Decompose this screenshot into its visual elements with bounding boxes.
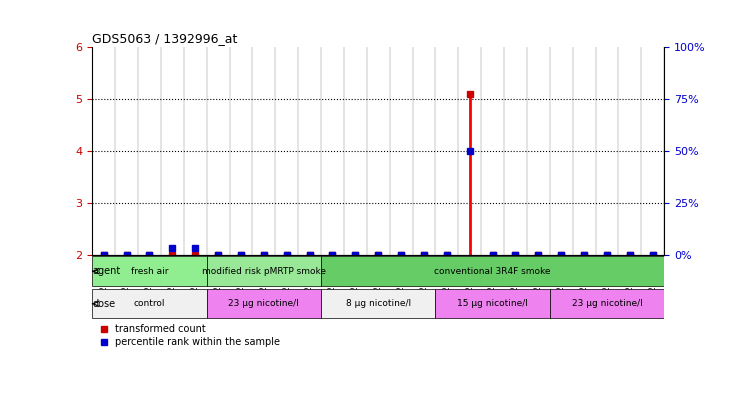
FancyBboxPatch shape <box>321 289 435 318</box>
Text: conventional 3R4F smoke: conventional 3R4F smoke <box>435 267 551 275</box>
Bar <box>344 47 367 255</box>
Bar <box>138 47 161 255</box>
Bar <box>390 47 413 255</box>
FancyBboxPatch shape <box>92 257 207 286</box>
Bar <box>321 47 344 255</box>
Bar <box>504 47 527 255</box>
Bar <box>92 47 115 255</box>
Text: 23 µg nicotine/l: 23 µg nicotine/l <box>229 299 299 308</box>
Bar <box>115 47 138 255</box>
Text: fresh air: fresh air <box>131 267 168 275</box>
Text: modified risk pMRTP smoke: modified risk pMRTP smoke <box>201 267 326 275</box>
Bar <box>207 47 230 255</box>
Bar <box>618 47 641 255</box>
Bar <box>413 47 435 255</box>
Text: GDS5063 / 1392996_at: GDS5063 / 1392996_at <box>92 31 238 44</box>
Bar <box>573 47 596 255</box>
FancyBboxPatch shape <box>92 289 207 318</box>
Bar <box>161 47 184 255</box>
FancyBboxPatch shape <box>207 257 321 286</box>
Bar <box>435 47 458 255</box>
Text: agent: agent <box>92 266 121 276</box>
Bar <box>184 47 207 255</box>
Bar <box>596 47 618 255</box>
Bar <box>252 47 275 255</box>
Bar <box>641 47 664 255</box>
FancyBboxPatch shape <box>550 289 664 318</box>
Bar <box>367 47 390 255</box>
Bar <box>481 47 504 255</box>
FancyBboxPatch shape <box>207 289 321 318</box>
Bar <box>298 47 321 255</box>
Text: 15 µg nicotine/l: 15 µg nicotine/l <box>457 299 528 308</box>
FancyBboxPatch shape <box>321 257 664 286</box>
Bar <box>275 47 298 255</box>
Text: transformed count: transformed count <box>115 324 206 334</box>
Text: control: control <box>134 299 165 308</box>
Text: 8 µg nicotine/l: 8 µg nicotine/l <box>345 299 411 308</box>
Bar <box>550 47 573 255</box>
Bar <box>230 47 252 255</box>
Bar <box>527 47 550 255</box>
Text: percentile rank within the sample: percentile rank within the sample <box>115 337 280 347</box>
FancyBboxPatch shape <box>435 289 550 318</box>
Text: dose: dose <box>92 299 116 309</box>
Bar <box>458 47 481 255</box>
Text: 23 µg nicotine/l: 23 µg nicotine/l <box>572 299 642 308</box>
